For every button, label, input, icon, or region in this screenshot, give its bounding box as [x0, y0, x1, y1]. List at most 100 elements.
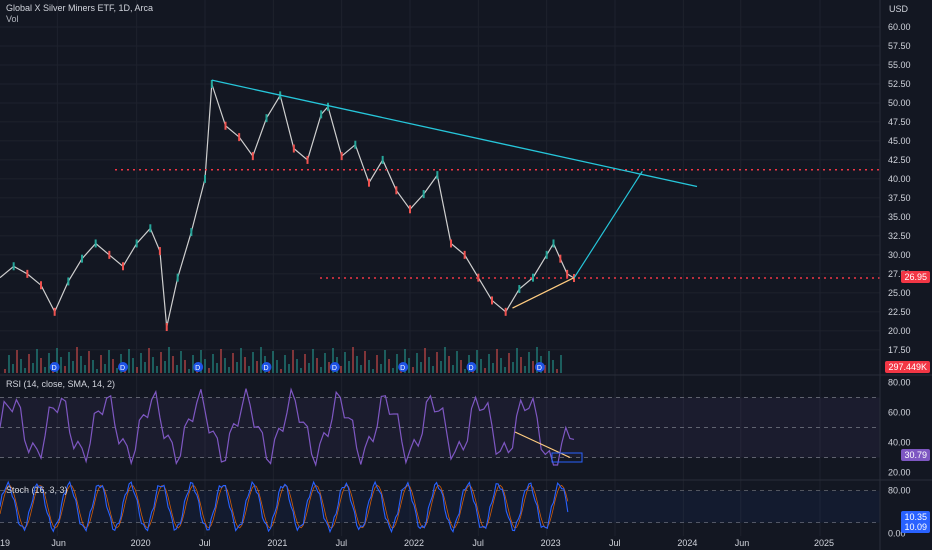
volume-bar: [392, 368, 394, 373]
price-tick-label: 50.00: [888, 98, 911, 108]
volume-bar: [24, 368, 26, 373]
dividend-letter: D: [120, 365, 125, 372]
price-tick-label: 40.00: [888, 174, 911, 184]
volume-bar: [372, 369, 374, 373]
volume-bar: [408, 358, 410, 373]
dividend-circle: [466, 362, 477, 372]
dividend-marker: D: [193, 362, 204, 372]
volume-bar: [404, 349, 406, 373]
volume-bar: [464, 369, 466, 373]
time-tick-label: Jul: [609, 538, 621, 548]
volume-bar: [252, 352, 254, 373]
volume-bar: [484, 368, 486, 373]
volume-bar: [352, 347, 354, 373]
rsi-tick-label: 40.00: [888, 438, 911, 448]
volume-bar: [140, 353, 142, 373]
volume-bar: [224, 358, 226, 373]
stoch-k-tag: 10.35: [901, 511, 930, 523]
volume-bar: [244, 357, 246, 373]
rsi-highlight-box: [551, 452, 583, 463]
volume-bar: [328, 362, 330, 373]
price-tick-label: 22.50: [888, 307, 911, 317]
volume-bar: [148, 348, 150, 373]
volume-bar: [48, 353, 50, 373]
price-tick-label: 17.50: [888, 345, 911, 355]
volume-bar: [96, 369, 98, 373]
dividend-letter: D: [332, 365, 337, 372]
chart-title: Global X Silver Miners ETF, 1D, Arca: [6, 3, 154, 13]
volume-bar: [300, 368, 302, 373]
time-tick-label: 2024: [677, 538, 697, 548]
dividend-marker: D: [118, 362, 128, 372]
volume-bar: [12, 364, 14, 373]
time-tick-label: 2021: [267, 538, 287, 548]
volume-bar: [44, 367, 46, 373]
time-tick-label: 2022: [404, 538, 424, 548]
volume-bar: [20, 359, 22, 373]
stoch-pane[interactable]: [0, 480, 880, 534]
volume-bar: [380, 364, 382, 373]
volume-bar: [184, 360, 186, 373]
volume-bar: [536, 347, 538, 373]
volume-tag: 297.449K: [885, 361, 930, 373]
volume-bar: [172, 356, 174, 373]
time-tick-label: 2025: [814, 538, 834, 548]
price-tick-label: 20.00: [888, 326, 911, 336]
volume-bar: [108, 350, 110, 373]
volume-bar: [8, 355, 10, 373]
volume-bar: [556, 369, 558, 373]
volume-bar: [60, 357, 62, 373]
volume-bar: [560, 355, 562, 373]
volume-bar: [332, 348, 334, 373]
time-tick-label: 2020: [131, 538, 151, 548]
volume-bar: [188, 369, 190, 373]
volume-bar: [80, 356, 82, 373]
volume-bar: [544, 365, 546, 373]
dividend-marker: D: [466, 362, 477, 372]
volume-bar: [40, 358, 42, 373]
dividend-marker: D: [398, 362, 409, 372]
dividend-marker: D: [261, 362, 272, 372]
volume-bar: [512, 362, 514, 373]
dividend-circle: [193, 362, 204, 372]
volume-bar: [32, 363, 34, 373]
volume-bar: [280, 369, 282, 373]
volume-bar: [368, 360, 370, 373]
volume-bar: [192, 355, 194, 373]
volume-bar: [128, 349, 130, 373]
volume-bar: [516, 348, 518, 373]
volume-bar: [164, 361, 166, 373]
volume-bar: [452, 365, 454, 373]
volume-bar: [456, 351, 458, 373]
volume-bar: [460, 360, 462, 373]
volume-bar: [476, 350, 478, 373]
volume-label: Vol: [6, 14, 19, 24]
stoch-tick-label: 80.00: [888, 486, 911, 496]
volume-bar: [204, 359, 206, 373]
volume-bar: [524, 366, 526, 373]
volume-bar: [492, 363, 494, 373]
stoch-tick-label: 0.00: [888, 528, 906, 538]
dividend-marker: D: [329, 362, 340, 372]
volume-bar: [304, 354, 306, 373]
price-line: [0, 83, 575, 328]
volume-bar: [360, 365, 362, 373]
rsi-pane[interactable]: [0, 387, 880, 467]
price-tick-label: 52.50: [888, 79, 911, 89]
price-tick-label: 55.00: [888, 60, 911, 70]
stoch-band: [0, 490, 880, 523]
volume-bar: [248, 366, 250, 373]
volume-bar: [236, 362, 238, 373]
volume-bar: [68, 352, 70, 373]
volume-bar: [28, 354, 30, 373]
volume-bar: [324, 353, 326, 373]
grid-lines: [0, 0, 880, 536]
volume-bar: [168, 347, 170, 373]
volume-bar: [144, 362, 146, 373]
volume-bar: [344, 352, 346, 373]
dividend-circle: [398, 362, 409, 372]
volume-bar: [216, 363, 218, 373]
rising-support-trendline: [512, 277, 575, 309]
